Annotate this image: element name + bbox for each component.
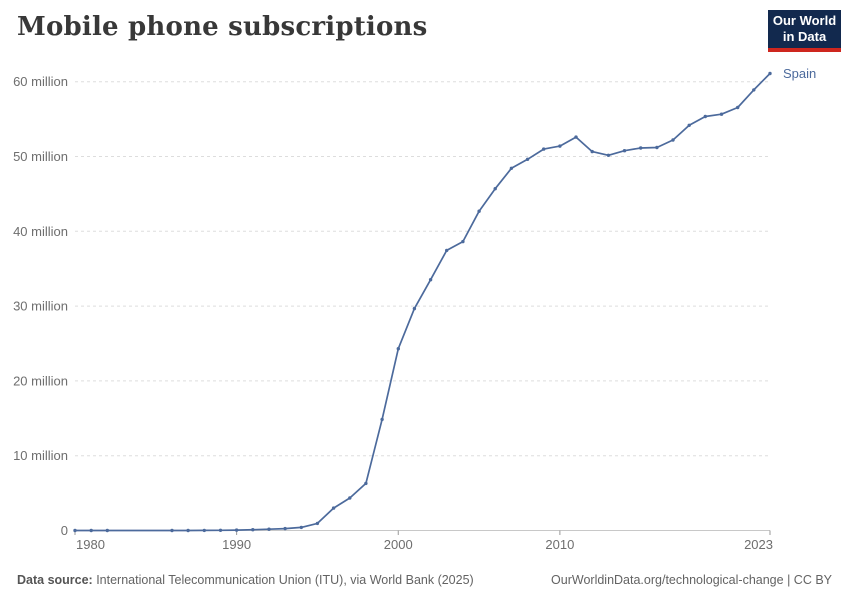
data-point[interactable] [202, 528, 206, 533]
data-point[interactable] [428, 278, 433, 282]
x-axis-labels: 1980 1990 2000 2010 2023 [76, 537, 773, 552]
data-source-text: International Telecommunication Union (I… [92, 573, 474, 587]
data-point[interactable] [445, 248, 449, 253]
data-point[interactable] [687, 123, 691, 128]
data-point[interactable] [719, 112, 724, 116]
x-tick-label: 1990 [222, 537, 251, 552]
y-tick-label: 60 million [13, 74, 68, 89]
data-point[interactable] [493, 187, 497, 191]
page-title: Mobile phone subscriptions [17, 12, 428, 42]
series-line-spain[interactable] [74, 72, 771, 532]
data-point[interactable] [655, 145, 659, 150]
y-tick-label: 20 million [13, 373, 68, 388]
owid-logo-line2: in Data [782, 29, 827, 44]
data-point[interactable] [396, 347, 400, 351]
chart-svg[interactable]: 0 10 million 20 million 30 million 40 millio… [0, 0, 850, 558]
data-point[interactable] [736, 105, 740, 110]
data-point[interactable] [105, 528, 110, 533]
data-point[interactable] [590, 149, 594, 154]
x-tick-label: 2000 [384, 537, 413, 552]
data-source-label: Data source: [17, 573, 93, 587]
owid-logo[interactable]: Our World in Data [768, 10, 841, 52]
owid-url-link[interactable]: OurWorldinData.org/technological-change [551, 573, 784, 587]
data-point[interactable] [186, 528, 190, 533]
data-source: Data source: International Telecommunica… [17, 573, 474, 587]
data-point[interactable] [622, 149, 627, 153]
y-tick-label: 0 [61, 523, 68, 538]
data-point[interactable] [558, 144, 562, 148]
license-text: | CC BY [783, 573, 832, 587]
data-point[interactable] [331, 506, 336, 510]
data-point[interactable] [768, 71, 772, 76]
data-point[interactable] [509, 166, 514, 170]
data-point[interactable] [89, 528, 93, 533]
data-point[interactable] [283, 526, 287, 531]
footer-attribution: OurWorldinData.org/technological-change … [551, 573, 832, 587]
x-tick-label: 2023 [744, 537, 773, 552]
data-point[interactable] [477, 209, 481, 213]
entity-label-spain[interactable]: Spain [783, 66, 816, 81]
owid-logo-line1: Our World [772, 12, 837, 28]
gridlines [75, 81, 770, 457]
data-point[interactable] [299, 525, 303, 530]
data-point[interactable] [251, 528, 255, 532]
y-tick-label: 10 million [13, 448, 68, 463]
data-point[interactable] [234, 528, 239, 532]
y-tick-label: 40 million [13, 224, 68, 239]
chart-footer: Data source: International Telecommunica… [17, 573, 832, 587]
series-markers[interactable] [73, 71, 772, 533]
data-point[interactable] [703, 114, 707, 119]
x-tick-label: 2010 [545, 537, 574, 552]
data-point[interactable] [606, 153, 611, 157]
data-point[interactable] [364, 481, 368, 486]
data-point[interactable] [542, 147, 546, 151]
x-tick-label: 1980 [76, 537, 105, 552]
data-point[interactable] [671, 138, 675, 142]
data-point[interactable] [267, 527, 271, 531]
data-point[interactable] [315, 521, 320, 526]
data-point[interactable] [752, 88, 756, 92]
y-tick-label: 50 million [13, 149, 68, 164]
data-point[interactable] [574, 135, 578, 139]
data-point[interactable] [218, 528, 223, 532]
data-point[interactable] [348, 496, 352, 500]
data-point[interactable] [73, 528, 77, 533]
data-point[interactable] [639, 146, 643, 150]
data-point[interactable] [380, 417, 384, 422]
data-point[interactable] [412, 306, 417, 311]
y-tick-label: 30 million [13, 299, 68, 314]
data-point[interactable] [525, 157, 530, 161]
data-point[interactable] [461, 239, 465, 244]
data-point[interactable] [170, 528, 174, 533]
y-axis-labels: 0 10 million 20 million 30 million 40 millio… [13, 74, 68, 538]
